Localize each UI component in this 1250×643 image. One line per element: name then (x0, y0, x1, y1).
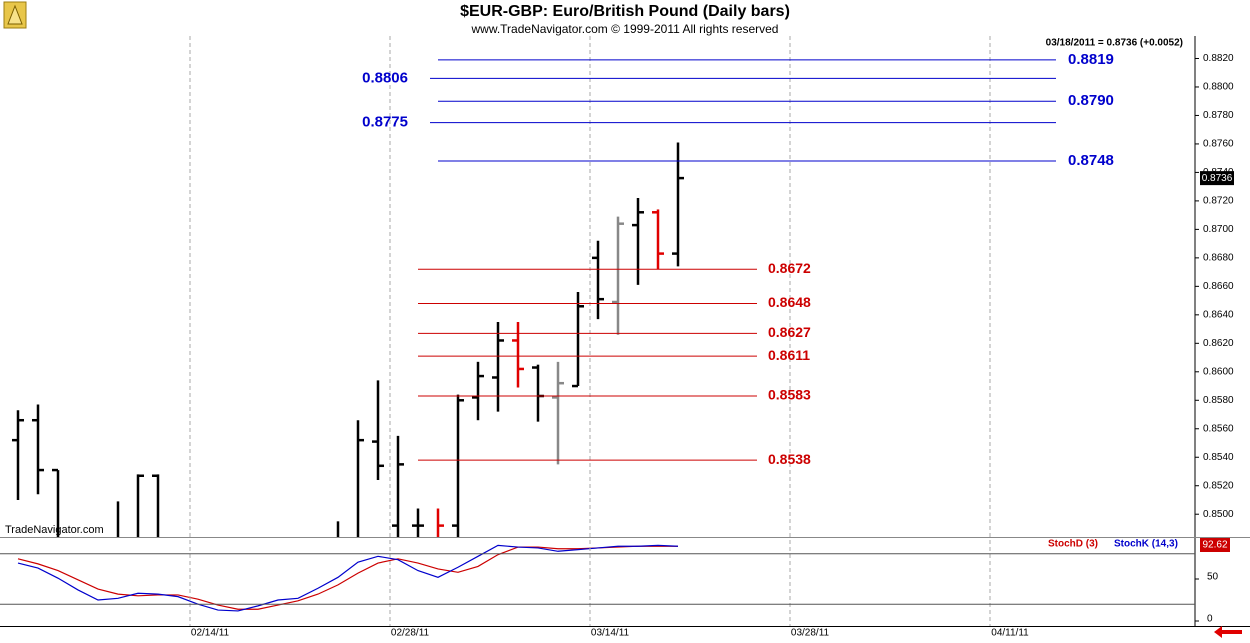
subtitle: www.TradeNavigator.com © 1999-2011 All r… (471, 22, 779, 36)
level-label: 0.8627 (768, 324, 811, 340)
y-tick-label: 0.8720 (1203, 196, 1234, 207)
level-label: 0.8538 (768, 451, 811, 467)
watermark: TradeNavigator.com (5, 524, 104, 536)
level-label: 0.8748 (1068, 152, 1114, 169)
y-tick-label: 0 (1207, 614, 1213, 625)
scroll-arrow[interactable] (1214, 626, 1242, 638)
y-tick-label: 0.8640 (1203, 309, 1234, 320)
y-tick-label: 0.8500 (1203, 509, 1234, 520)
last-price-box (1200, 171, 1234, 186)
stoch-line (17, 545, 678, 610)
price-pane (12, 142, 684, 537)
y-tick-label: 0.8580 (1203, 395, 1234, 406)
level-label: 0.8790 (1068, 92, 1114, 109)
level-label: 0.8611 (768, 347, 810, 363)
x-tick-label: 03/28/11 (791, 628, 830, 639)
stoch-readout-box (1200, 538, 1230, 552)
y-tick-label: 0.8600 (1203, 366, 1234, 377)
y-tick-label: 0.8680 (1203, 253, 1234, 264)
y-tick-label: 0.8620 (1203, 338, 1234, 349)
stoch-line (17, 544, 679, 612)
legend-entry: StochK (14,3) (1114, 539, 1178, 550)
level-label: 0.8648 (768, 294, 811, 310)
level-label: 0.8775 (362, 114, 408, 131)
stoch-pane (17, 544, 679, 612)
y-tick-label: 0.8780 (1203, 110, 1234, 121)
y-tick-label: 0.8700 (1203, 224, 1234, 235)
y-tick-label: 0.8760 (1203, 139, 1234, 150)
y-tick-label: 0.8660 (1203, 281, 1234, 292)
legend-entry: StochD (3) (1048, 539, 1098, 550)
x-tick-label: 04/11/11 (991, 628, 1029, 639)
x-tick-label: 02/14/11 (191, 628, 230, 639)
y-tick-label: 0.8800 (1203, 82, 1234, 93)
logo (3, 1, 27, 29)
y-tick-label: 0.8820 (1203, 53, 1234, 64)
last-price-label: 0.8736 (1202, 173, 1233, 184)
y-tick-label: 0.8560 (1203, 423, 1234, 434)
stoch-readout-label: 92.62 (1202, 540, 1227, 551)
level-label: 0.8819 (1068, 51, 1114, 68)
price-readout: 03/18/2011 = 0.8736 (+0.0052) (1046, 38, 1183, 49)
level-label: 0.8672 (768, 260, 811, 276)
level-label: 0.8583 (768, 387, 811, 403)
y-tick-label: 0.8520 (1203, 480, 1234, 491)
x-tick-label: 03/14/11 (591, 628, 630, 639)
y-tick-label: 50 (1207, 572, 1219, 583)
y-tick-label: 0.8540 (1203, 452, 1234, 463)
chart-title: $EUR-GBP: Euro/British Pound (Daily bars… (460, 3, 790, 20)
x-tick-label: 02/28/11 (391, 628, 430, 639)
level-label: 0.8806 (362, 69, 408, 86)
